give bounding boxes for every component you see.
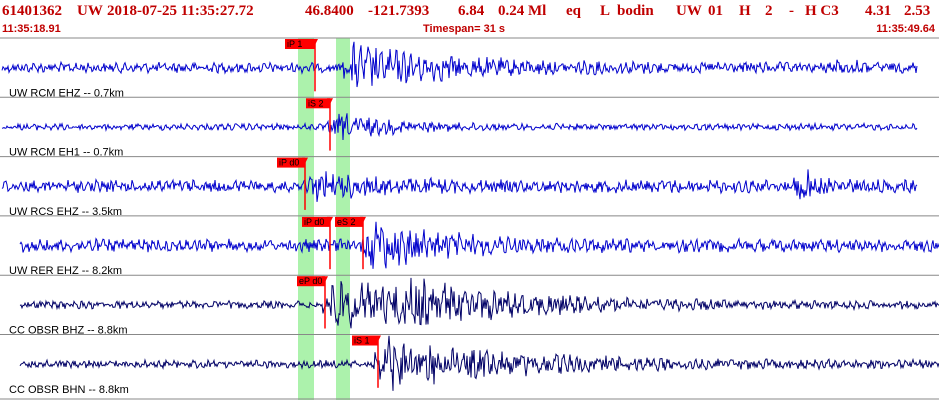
waveform (19, 335, 939, 391)
pick-arrow-icon (322, 276, 328, 283)
event-lat: 46.8400 (305, 3, 354, 19)
pick-arrow-icon (327, 216, 333, 223)
event-val1: 4.31 (865, 3, 892, 19)
start-time: 11:35:18.91 (2, 23, 61, 35)
event-id: 61401362 (2, 3, 62, 19)
waveform (19, 221, 939, 269)
station-label: UW RCM EH1 -- 0.7km (9, 147, 123, 159)
event-depth: 6.84 (458, 3, 485, 19)
station-label: UW RER EHZ -- 8.2km (9, 265, 122, 277)
event-val2: 2.53 (904, 3, 931, 19)
pick-flag[interactable] (306, 98, 330, 109)
time-axis-header: 11:35:18.91 Timespan= 31 s 11:35:49.64 (0, 23, 939, 37)
waveform (1, 113, 918, 141)
event-status: L (600, 3, 611, 19)
pick-flag[interactable] (335, 216, 363, 227)
pick-label: iP d0 (304, 217, 324, 227)
event-magnitude: 0.24 Ml (498, 3, 547, 19)
station-label: CC OBSR BHN -- 8.8km (9, 384, 129, 396)
event-quality: H (739, 3, 751, 19)
trace-panel: iS 2 UW RCM EH1 -- 0.7km (0, 96, 939, 159)
event-type: eq (566, 3, 581, 19)
event-author: bodin (617, 3, 654, 19)
trace-panel: iP d0 UW RCS EHZ -- 3.5km (0, 156, 939, 218)
trace-panel: eP d0 CC OBSR BHZ -- 8.8km (0, 274, 939, 337)
pick-flag[interactable] (297, 276, 325, 287)
pick-arrow-icon (312, 39, 318, 45)
event-code: H C3 (805, 3, 839, 19)
pick-label: eS 2 (337, 217, 356, 227)
event-lon: -121.7393 (368, 3, 430, 19)
pick-flag[interactable] (352, 335, 378, 346)
pick-label: eP d0 (299, 276, 322, 286)
pick-arrow-icon (375, 335, 381, 342)
station-label: UW RCM EHZ -- 0.7km (9, 87, 124, 99)
trace-panel: iP d0 eS 2 UW RER EHZ -- 8.2km (0, 215, 939, 277)
waveform (1, 41, 918, 88)
event-network2: UW (676, 3, 702, 19)
pick-arrow-icon (327, 98, 333, 105)
trace-panel: iS 1 CC OBSR BHN -- 8.8km (0, 334, 939, 396)
pick-label: iP 1 (287, 39, 302, 49)
station-label: CC OBSR BHZ -- 8.8km (9, 325, 128, 337)
pick-arrow-icon (360, 216, 366, 223)
waveform (19, 277, 939, 329)
pick-flag[interactable] (277, 157, 305, 168)
event-datetime: 2018-07-25 11:35:27.72 (107, 3, 254, 19)
pick-flag[interactable] (302, 216, 330, 227)
pick-label: iS 2 (308, 98, 324, 108)
pick-label: iS 1 (354, 336, 370, 346)
trace-panel: iP 1 UW RCM EHZ -- 0.7km (0, 37, 939, 99)
station-label: UW RCS EHZ -- 3.5km (9, 206, 122, 218)
event-num: 2 (765, 3, 773, 19)
pick-arrow-icon (302, 157, 308, 164)
pick-flag[interactable] (285, 39, 315, 49)
event-version: 01 (708, 3, 723, 19)
waveform (1, 169, 918, 202)
event-network: UW (77, 3, 103, 19)
event-dash: - (789, 3, 794, 19)
end-time: 11:35:49.64 (876, 23, 935, 35)
pick-label: iP d0 (279, 158, 299, 168)
timespan: Timespan= 31 s (423, 23, 506, 35)
event-header: 61401362 UW 2018-07-25 11:35:27.72 46.84… (0, 0, 939, 22)
